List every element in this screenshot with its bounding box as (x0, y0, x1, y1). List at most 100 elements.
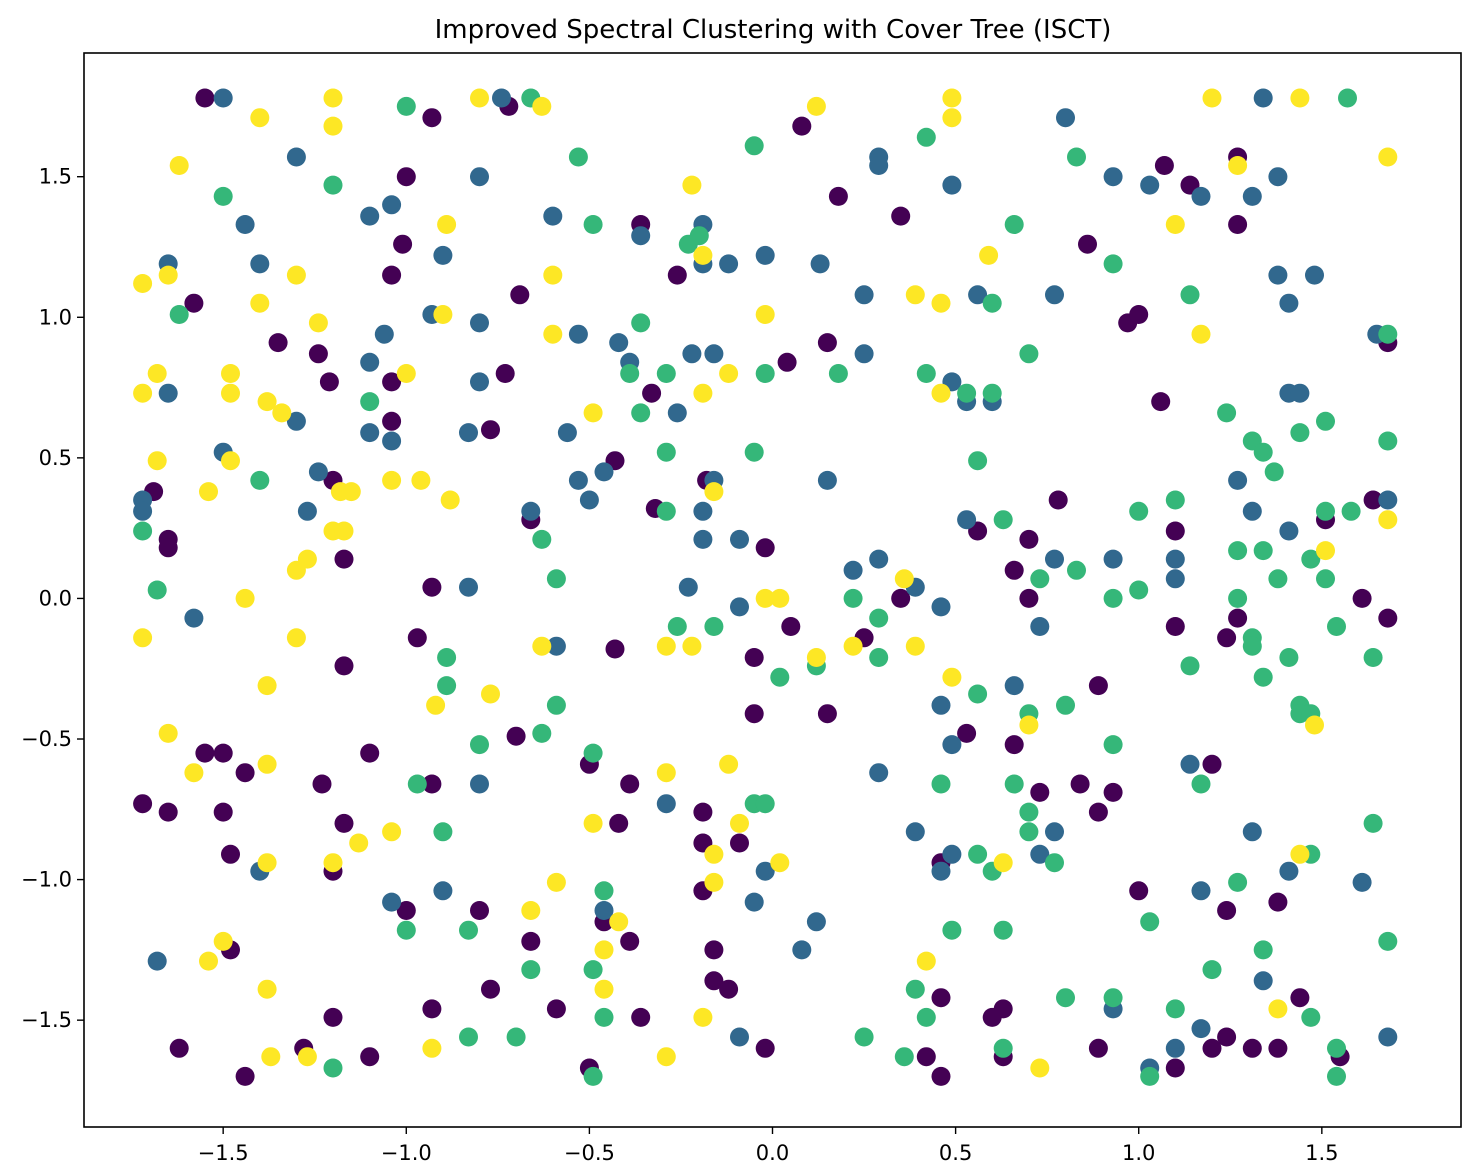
data-point-0-59 (609, 813, 629, 833)
data-point-3-17 (133, 383, 153, 403)
data-point-0-103 (1078, 234, 1097, 254)
data-point-0-107 (1154, 156, 1174, 175)
data-point-1-105 (942, 844, 962, 864)
data-point-2-120 (1191, 774, 1211, 794)
data-point-2-57 (1316, 501, 1335, 521)
x-tick-label: 0.0 (756, 1141, 789, 1165)
data-point-2-59 (1341, 501, 1361, 521)
data-point-0-2 (422, 108, 442, 128)
data-point-3-0 (323, 88, 343, 108)
data-point-2-26 (1004, 215, 1024, 234)
data-point-1-4 (250, 254, 270, 274)
data-point-2-40 (147, 580, 167, 600)
data-point-1-47 (1103, 167, 1123, 187)
data-point-3-98 (942, 667, 962, 687)
data-point-1-80 (594, 462, 614, 482)
data-point-2-44 (968, 451, 988, 471)
data-point-2-107 (931, 774, 951, 794)
data-point-1-81 (579, 490, 599, 510)
data-point-0-39 (605, 639, 625, 659)
data-point-3-83 (349, 833, 369, 853)
data-point-0-27 (334, 549, 354, 569)
data-point-2-110 (1019, 802, 1039, 822)
data-point-0-17 (382, 411, 402, 431)
data-point-3-96 (656, 1047, 676, 1067)
data-point-2-37 (360, 392, 380, 412)
data-point-3-69 (426, 695, 446, 715)
data-point-1-62 (1279, 521, 1299, 541)
data-point-3-68 (257, 676, 277, 696)
data-point-3-82 (323, 853, 343, 873)
data-point-0-21 (642, 383, 662, 403)
data-point-1-14 (470, 313, 489, 333)
data-point-3-66 (133, 628, 153, 648)
data-point-3-54 (1378, 510, 1398, 530)
data-point-2-21 (916, 364, 936, 383)
data-point-3-14 (543, 324, 563, 344)
data-point-1-54 (1305, 265, 1324, 285)
data-point-3-76 (583, 813, 603, 833)
data-point-3-95 (422, 1038, 442, 1058)
data-point-1-101 (905, 822, 925, 842)
data-point-2-23 (982, 383, 1002, 403)
data-point-3-81 (257, 853, 277, 873)
data-point-3-80 (770, 853, 790, 873)
data-point-3-62 (905, 636, 925, 656)
data-point-2-35 (1378, 431, 1398, 451)
data-point-0-85 (931, 1066, 951, 1086)
data-point-0-90 (1019, 529, 1039, 549)
data-point-1-112 (1191, 1019, 1211, 1039)
data-point-3-56 (704, 482, 724, 502)
data-point-0-51 (312, 774, 332, 794)
data-point-3-25 (199, 482, 218, 502)
data-point-0-48 (213, 802, 233, 822)
data-point-1-79 (817, 470, 837, 490)
data-point-2-16 (631, 403, 651, 423)
data-point-3-94 (297, 1047, 317, 1067)
data-point-1-98 (792, 940, 812, 960)
data-point-2-24 (982, 293, 1002, 313)
data-point-3-5 (169, 156, 189, 175)
data-point-3-21 (396, 364, 416, 383)
data-point-3-41 (806, 96, 826, 116)
data-point-1-16 (286, 411, 306, 431)
data-point-1-26 (568, 324, 588, 344)
data-point-2-43 (656, 501, 676, 521)
data-point-3-103 (1268, 999, 1288, 1019)
data-point-3-75 (719, 754, 739, 774)
data-point-1-2 (286, 147, 306, 167)
data-point-0-40 (744, 648, 764, 667)
data-point-0-18 (495, 364, 515, 383)
data-point-2-18 (656, 442, 676, 462)
data-point-2-49 (1129, 501, 1149, 521)
data-point-2-5 (583, 215, 603, 234)
data-point-1-68 (957, 510, 977, 530)
data-point-2-58 (1316, 569, 1335, 589)
data-point-3-2 (532, 96, 552, 116)
data-point-1-89 (546, 636, 566, 656)
data-point-1-59 (1378, 490, 1398, 510)
y-tick-label: −0.5 (21, 727, 72, 751)
data-point-1-82 (568, 470, 588, 490)
data-point-0-50 (235, 763, 255, 783)
data-point-0-79 (704, 940, 724, 960)
data-point-3-92 (257, 979, 277, 999)
data-point-0-12 (184, 293, 204, 313)
data-point-3-55 (1316, 541, 1335, 561)
data-point-3-6 (437, 215, 457, 234)
data-point-0-66 (235, 1066, 255, 1086)
data-point-3-102 (1030, 1058, 1050, 1078)
data-point-2-9 (1338, 88, 1357, 108)
data-point-1-94 (656, 794, 676, 814)
data-point-2-46 (1030, 569, 1050, 589)
data-point-1-100 (869, 763, 889, 783)
data-point-1-120 (594, 901, 614, 920)
data-point-2-45 (993, 510, 1013, 530)
data-point-3-73 (184, 763, 204, 783)
data-point-1-64 (1165, 569, 1185, 589)
data-point-0-53 (334, 813, 354, 833)
data-point-3-3 (250, 108, 270, 128)
data-point-0-54 (360, 743, 380, 763)
data-point-2-6 (744, 136, 764, 156)
